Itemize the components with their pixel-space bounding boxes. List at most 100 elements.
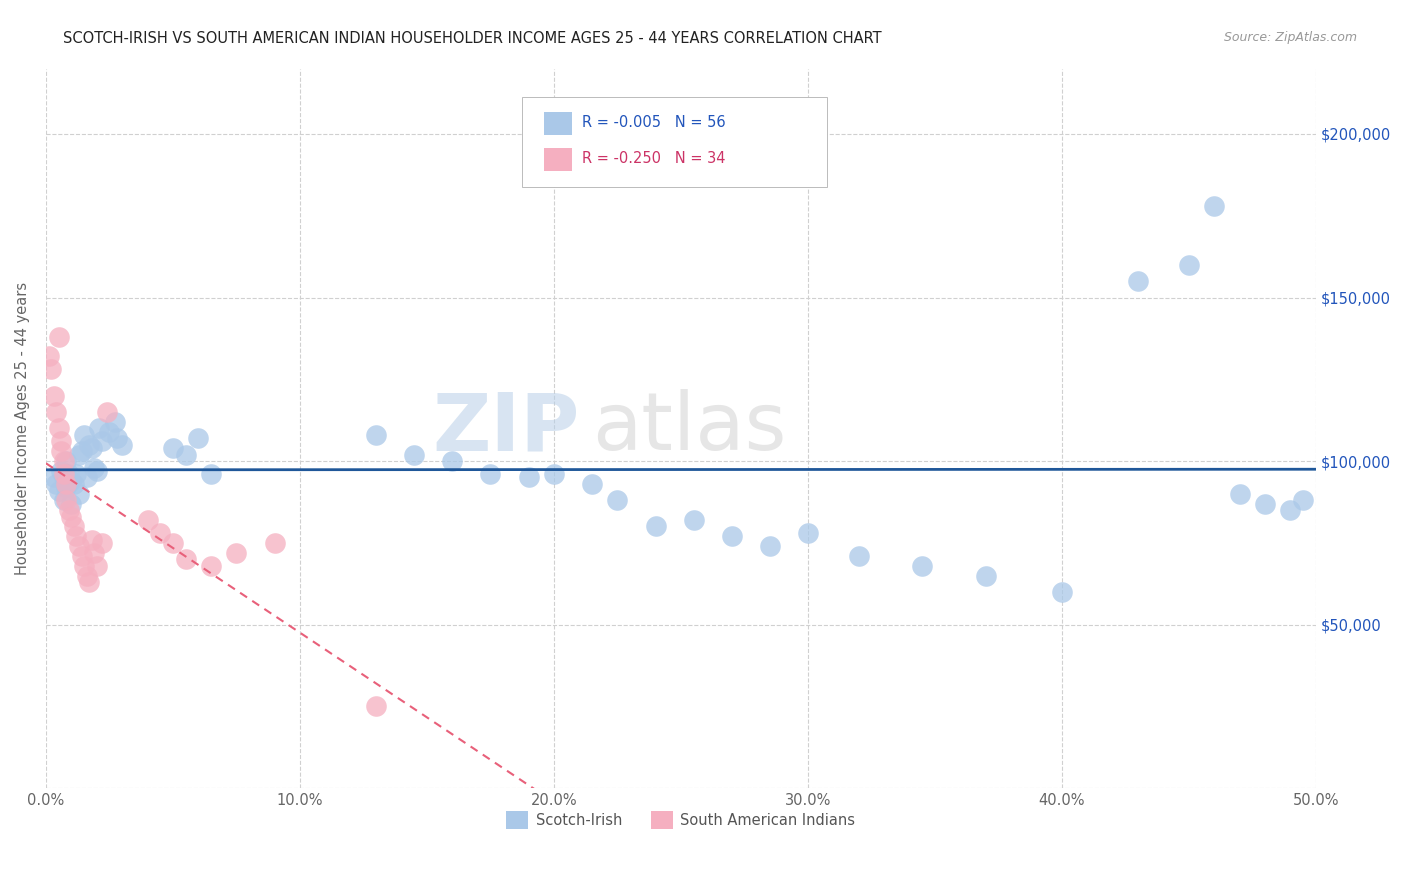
Point — [174, 448, 197, 462]
Point — [80, 441, 103, 455]
Point — [42, 389, 65, 403]
Point — [848, 549, 870, 563]
Y-axis label: Householder Income Ages 25 - 44 years: Householder Income Ages 25 - 44 years — [15, 282, 30, 575]
Point — [606, 493, 628, 508]
Point — [479, 467, 502, 482]
Point — [55, 493, 77, 508]
Point — [200, 558, 222, 573]
Text: atlas: atlas — [592, 389, 786, 467]
Point — [225, 546, 247, 560]
Point — [55, 477, 77, 491]
Point — [67, 448, 90, 462]
Point — [90, 434, 112, 449]
Point — [86, 558, 108, 573]
Point — [759, 539, 782, 553]
Point — [67, 487, 90, 501]
Text: ZIP: ZIP — [432, 389, 579, 467]
Point — [1204, 199, 1226, 213]
Point — [73, 558, 96, 573]
Point — [52, 470, 75, 484]
Point — [98, 425, 121, 439]
Point — [83, 546, 105, 560]
Text: SCOTCH-IRISH VS SOUTH AMERICAN INDIAN HOUSEHOLDER INCOME AGES 25 - 44 YEARS CORR: SCOTCH-IRISH VS SOUTH AMERICAN INDIAN HO… — [63, 31, 882, 46]
Point — [174, 552, 197, 566]
Legend: Scotch-Irish, South American Indians: Scotch-Irish, South American Indians — [501, 805, 862, 835]
Point — [67, 539, 90, 553]
Point — [911, 558, 934, 573]
Point — [974, 568, 997, 582]
Point — [65, 529, 87, 543]
Point — [48, 330, 70, 344]
Point — [105, 431, 128, 445]
Point — [517, 470, 540, 484]
Point — [39, 362, 62, 376]
Point — [720, 529, 742, 543]
Point — [1254, 497, 1277, 511]
Point — [644, 519, 666, 533]
Point — [58, 503, 80, 517]
Point — [80, 533, 103, 547]
Point — [162, 536, 184, 550]
Point — [103, 415, 125, 429]
Point — [76, 568, 98, 582]
Point — [1229, 487, 1251, 501]
Point — [1050, 585, 1073, 599]
FancyBboxPatch shape — [544, 148, 572, 171]
Point — [76, 470, 98, 484]
Point — [55, 454, 77, 468]
Point — [86, 464, 108, 478]
Point — [90, 536, 112, 550]
Point — [65, 467, 87, 482]
Point — [366, 699, 388, 714]
Point — [149, 526, 172, 541]
Point — [366, 428, 388, 442]
Point — [60, 509, 83, 524]
Point — [45, 477, 67, 491]
FancyBboxPatch shape — [522, 97, 827, 187]
Point — [51, 444, 73, 458]
Point — [58, 467, 80, 482]
Point — [200, 467, 222, 482]
Point — [111, 438, 134, 452]
Point — [48, 483, 70, 498]
Point — [52, 493, 75, 508]
Text: Source: ZipAtlas.com: Source: ZipAtlas.com — [1223, 31, 1357, 45]
Point — [73, 428, 96, 442]
Point — [263, 536, 285, 550]
Point — [38, 350, 60, 364]
Point — [89, 421, 111, 435]
FancyBboxPatch shape — [544, 112, 572, 136]
Point — [1178, 258, 1201, 272]
Point — [96, 405, 118, 419]
Point — [60, 497, 83, 511]
Point — [45, 405, 67, 419]
Point — [136, 513, 159, 527]
Point — [51, 434, 73, 449]
Point — [48, 421, 70, 435]
Point — [42, 470, 65, 484]
Point — [55, 480, 77, 494]
Point — [83, 460, 105, 475]
Point — [63, 477, 86, 491]
Point — [441, 454, 464, 468]
Point — [51, 464, 73, 478]
Text: R = -0.250   N = 34: R = -0.250 N = 34 — [582, 151, 725, 166]
Point — [404, 448, 426, 462]
Point — [60, 474, 83, 488]
Point — [543, 467, 565, 482]
Point — [682, 513, 704, 527]
Point — [52, 454, 75, 468]
Point — [797, 526, 820, 541]
Point — [70, 444, 93, 458]
Point — [1292, 493, 1315, 508]
Point — [1126, 274, 1149, 288]
Point — [52, 467, 75, 482]
Point — [77, 575, 100, 590]
Point — [70, 549, 93, 563]
Text: R = -0.005   N = 56: R = -0.005 N = 56 — [582, 115, 725, 130]
Point — [77, 438, 100, 452]
Point — [1279, 503, 1302, 517]
Point — [581, 477, 603, 491]
Point — [187, 431, 209, 445]
Point — [162, 441, 184, 455]
